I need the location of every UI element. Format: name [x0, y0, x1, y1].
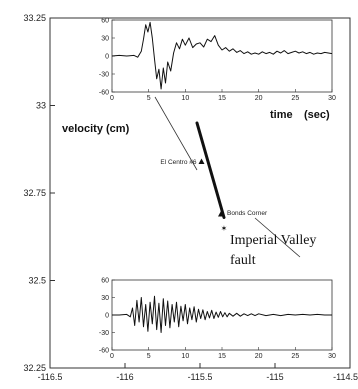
inset-x-tick-label: 0	[110, 95, 114, 102]
map-x-tick-label: -116.5	[38, 372, 63, 382]
inset-x-tick-label: 10	[181, 353, 189, 360]
map-x-tick-label: -115	[266, 372, 283, 382]
station-marker	[198, 158, 205, 164]
stations-layer: El Centro #6 Bonds Corner	[160, 158, 268, 217]
inset-y-tick-label: 60	[101, 18, 109, 25]
inset-x-tick-label: 30	[328, 95, 336, 102]
fault-label: Imperial Valley fault	[230, 233, 320, 268]
inset-y-tick-label: -60	[99, 90, 109, 97]
map-x-tick-label: -116	[116, 372, 133, 382]
epicenter-layer: ✶	[221, 224, 228, 233]
map-y-axis: 32.25 32.5 32.75 33 33.25	[23, 13, 55, 373]
inset-x-tick-label: 25	[291, 353, 299, 360]
inset-x-tick-label: 5	[147, 353, 151, 360]
map-y-tick-label: 33	[36, 101, 46, 111]
inset-x-tick-label: 15	[218, 95, 226, 102]
station-label: Bonds Corner	[227, 210, 268, 217]
map-x-axis: -116.5 -116 -115.5 -115 -114.5	[38, 363, 358, 382]
inset-x-tick-label: 10	[181, 95, 189, 102]
connector-bottom-inset	[254, 217, 301, 258]
inset-x-tick-label: 25	[291, 95, 299, 102]
inset-top-xlabel: time	[270, 109, 293, 121]
inset-y-tick-label: 30	[101, 295, 109, 302]
connector-top-inset	[154, 96, 198, 171]
inset-y-tick-label: -30	[99, 72, 109, 79]
inset-top-xlabel-unit: (sec)	[304, 109, 330, 121]
inset-x-tick-label: 30	[328, 353, 336, 360]
inset-x-tick-label: 5	[147, 95, 151, 102]
station-marker	[218, 211, 224, 217]
map-y-tick-label: 32.5	[28, 276, 46, 286]
inset-y-tick-label: -60	[99, 348, 109, 355]
map-y-tick-label: 32.75	[23, 188, 46, 198]
inset-x-tick-label: 15	[218, 353, 226, 360]
velocity-trace	[111, 21, 333, 90]
map-y-tick-label: 32.25	[23, 363, 46, 373]
map-x-tick-label: -115.5	[188, 372, 213, 382]
inset-x-tick-label: 20	[255, 353, 263, 360]
fault-trace	[195, 121, 226, 219]
velocity-label: velocity (cm)	[62, 123, 130, 135]
fault-label-line-2: fault	[230, 253, 256, 268]
inset-y-tick-label: 0	[105, 313, 109, 320]
inset-y-tick-label: 30	[101, 36, 109, 43]
epicenter-star: ✶	[221, 224, 228, 233]
velocity-trace	[112, 295, 332, 333]
station-label: El Centro #6	[160, 159, 197, 166]
map-x-tick-label: -114.5	[333, 372, 358, 382]
inset-y-tick-label: 60	[101, 278, 109, 285]
inset-x-tick-label: 0	[110, 353, 114, 360]
map-y-tick-label: 33.25	[23, 13, 46, 23]
inset-x-tick-label: 20	[255, 95, 263, 102]
inset-y-tick-label: 0	[105, 54, 109, 61]
inset-y-tick-label: -30	[99, 330, 109, 337]
fault-label-line-1: Imperial Valley	[230, 233, 316, 248]
